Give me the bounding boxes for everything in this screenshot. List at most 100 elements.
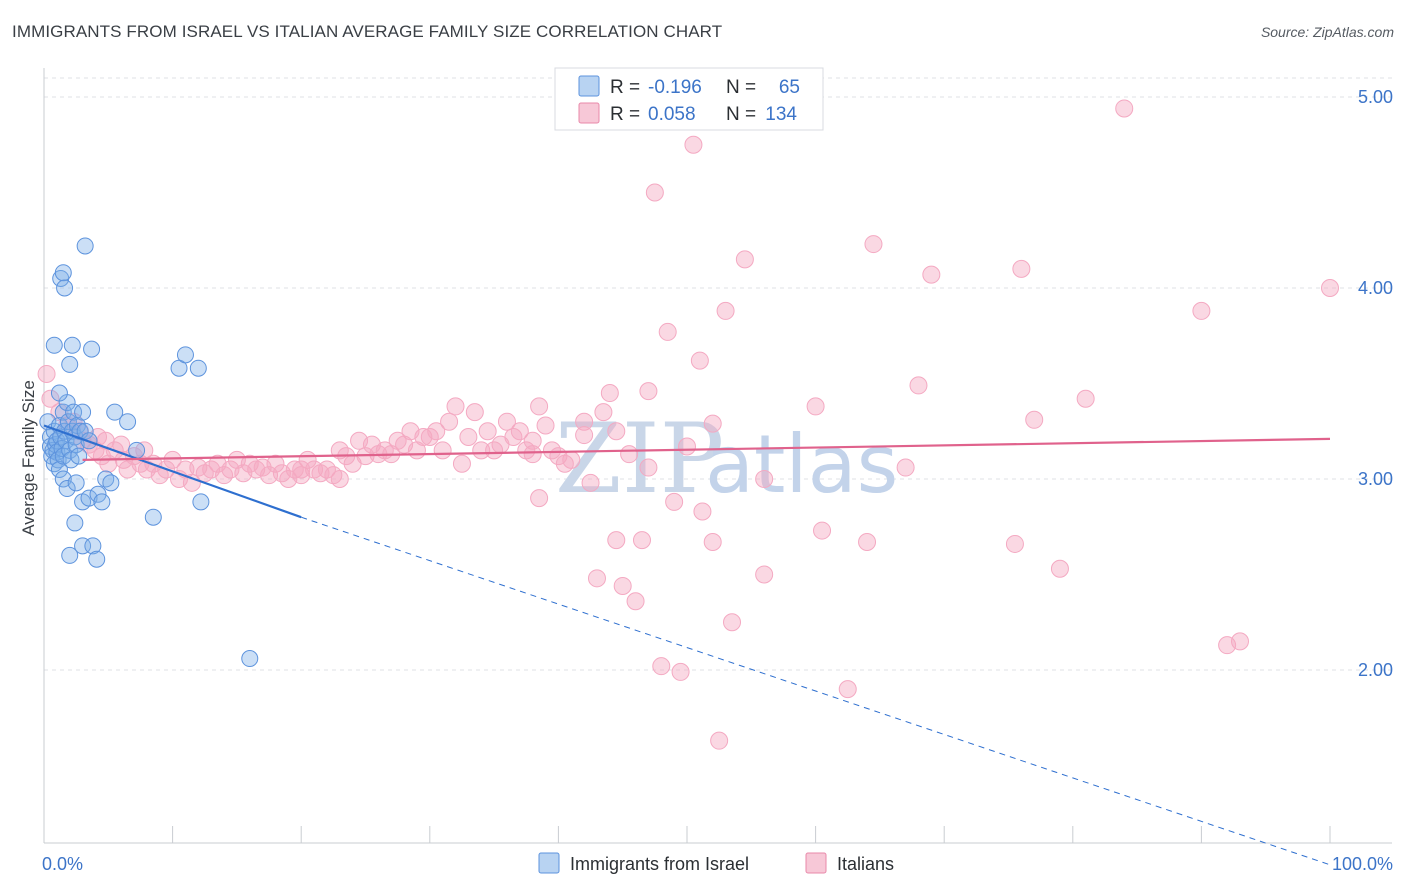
chart-title: IMMIGRANTS FROM ISRAEL VS ITALIAN AVERAG…: [12, 22, 723, 41]
italians-point: [266, 454, 285, 473]
italians-point: [459, 427, 478, 446]
italians-point: [690, 351, 709, 370]
israel-point: [67, 474, 85, 492]
italians-trend-line: [82, 437, 1331, 461]
series-italians-points: [37, 99, 1339, 750]
italians-point: [806, 397, 825, 416]
israel-point: [88, 550, 106, 568]
bottom-legend-label-italians: Italians: [837, 854, 894, 874]
legend-swatch-italians: [578, 102, 600, 124]
italians-point: [452, 454, 471, 473]
italians-point: [530, 397, 549, 416]
italians-point: [478, 422, 497, 441]
israel-point: [74, 537, 92, 555]
italians-point: [600, 384, 619, 403]
israel-point: [61, 355, 79, 373]
italians-point: [632, 531, 651, 550]
israel-point: [102, 474, 120, 492]
legend-n-value-italians: 134: [765, 104, 797, 125]
italians-point: [838, 680, 857, 699]
italians-point: [1230, 632, 1249, 651]
italians-point: [639, 458, 658, 477]
legend-r-value-italians: 0.058: [648, 104, 696, 125]
italians-point: [446, 397, 465, 416]
bottom-legend-swatch-israel: [538, 852, 560, 874]
italians-point: [523, 445, 542, 464]
israel-point: [119, 413, 137, 431]
israel-point: [63, 336, 81, 354]
israel-trend-extension: [301, 516, 1331, 866]
italians-point: [678, 437, 696, 456]
italians-point: [575, 426, 594, 445]
trend-lines: [43, 424, 1331, 866]
italians-point: [1192, 301, 1211, 320]
legend-n-value-israel: 65: [779, 77, 800, 98]
israel-point: [66, 514, 84, 532]
legend-swatch-israel: [578, 75, 600, 97]
italians-point: [41, 389, 60, 408]
italians-point: [858, 533, 877, 552]
italians-point: [735, 250, 754, 269]
italians-point: [896, 458, 915, 477]
israel-point: [106, 403, 124, 421]
israel-point: [89, 485, 107, 503]
italians-point: [658, 322, 677, 341]
italians-point: [37, 364, 56, 383]
italians-point: [703, 414, 722, 433]
israel-point: [50, 460, 68, 478]
israel-point: [76, 237, 94, 255]
italians-point: [472, 441, 491, 460]
italians-point: [1012, 259, 1031, 278]
y-axis-label: Average Family Size: [19, 380, 38, 536]
italians-point: [626, 592, 645, 611]
y-tick-labels: 2.00 3.00 4.00 5.00: [1358, 87, 1393, 680]
italians-point: [1321, 279, 1339, 297]
israel-point: [83, 340, 101, 358]
italians-point: [330, 470, 349, 488]
israel-point: [54, 403, 72, 421]
italians-point: [497, 412, 516, 431]
italians-point: [652, 657, 671, 676]
watermark-zip: ZIP: [555, 403, 724, 515]
italians-point: [1005, 534, 1024, 553]
italians-point: [710, 731, 729, 750]
italians-point: [1115, 99, 1134, 118]
italians-point: [613, 576, 632, 595]
italians-point: [510, 422, 529, 441]
italians-point: [864, 235, 883, 254]
italians-point: [465, 403, 484, 422]
israel-point: [54, 470, 72, 488]
israel-point: [59, 413, 77, 431]
israel-point: [54, 264, 72, 282]
watermark-atlas: atlas: [705, 418, 898, 511]
italians-point: [1025, 410, 1044, 429]
italians-point: [703, 533, 722, 552]
italians-point: [693, 502, 712, 521]
italians-point: [1076, 389, 1095, 408]
legend-r-label-italians: R =: [610, 104, 640, 125]
italians-point: [594, 403, 613, 422]
italians-point: [581, 473, 600, 492]
series-legend: Immigrants from Israel Italians: [538, 852, 894, 874]
italians-point: [813, 521, 832, 540]
grid-lines: [44, 77, 1392, 671]
israel-point: [45, 336, 63, 354]
israel-point: [84, 537, 102, 555]
italians-point: [163, 450, 182, 469]
israel-point: [70, 447, 88, 465]
legend-n-label-italians: N =: [726, 104, 756, 125]
israel-point: [93, 493, 111, 511]
x-tick-labels: 0.0% 100.0%: [42, 854, 1393, 874]
y-tick-label: 4.00: [1358, 278, 1393, 298]
italians-point: [723, 613, 742, 632]
x-tick-label-min: 0.0%: [42, 854, 83, 874]
x-tick-label-max: 100.0%: [1332, 854, 1393, 874]
italians-point: [427, 422, 446, 441]
italians-point: [536, 416, 555, 435]
legend-box: [554, 67, 824, 131]
israel-point: [56, 279, 74, 297]
italians-point: [755, 565, 774, 584]
italians-point: [716, 301, 735, 320]
israel-point: [58, 480, 76, 498]
italians-point: [182, 473, 201, 492]
